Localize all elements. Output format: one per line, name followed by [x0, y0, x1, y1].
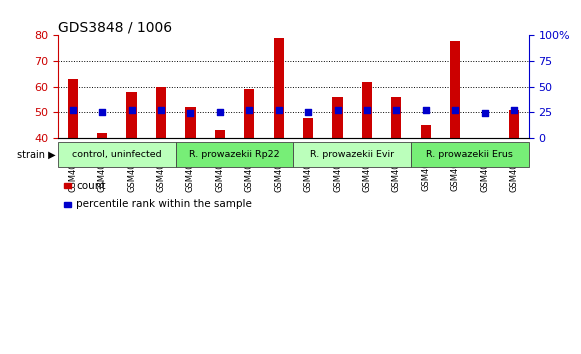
Bar — [244, 89, 254, 241]
Point — [480, 110, 489, 116]
Point — [274, 108, 284, 113]
Bar — [332, 97, 343, 241]
Bar — [64, 202, 71, 207]
Text: strain ▶: strain ▶ — [17, 149, 55, 159]
Point — [450, 108, 460, 113]
Text: control, uninfected: control, uninfected — [72, 150, 162, 159]
Point — [98, 110, 107, 115]
Bar — [274, 38, 284, 241]
Bar — [450, 40, 460, 241]
Point — [510, 108, 519, 113]
Bar — [362, 81, 372, 241]
Text: percentile rank within the sample: percentile rank within the sample — [76, 199, 252, 209]
Text: R. prowazekii Evir: R. prowazekii Evir — [310, 150, 394, 159]
Point — [245, 108, 254, 113]
Bar — [185, 107, 196, 241]
Point — [333, 108, 342, 113]
Point — [421, 108, 431, 113]
Bar — [391, 97, 401, 241]
Bar — [303, 118, 313, 241]
Point — [215, 110, 224, 115]
Bar — [64, 183, 71, 188]
Text: R. prowazekii Rp22: R. prowazekii Rp22 — [189, 150, 280, 159]
Bar — [411, 142, 529, 167]
Bar — [58, 142, 175, 167]
Bar — [479, 138, 490, 241]
Bar — [421, 125, 431, 241]
Bar — [293, 142, 411, 167]
Bar — [127, 92, 137, 241]
Text: count: count — [76, 181, 106, 191]
Bar — [175, 142, 293, 167]
Point — [363, 108, 372, 113]
Point — [303, 110, 313, 115]
Bar — [156, 87, 166, 241]
Point — [68, 108, 77, 113]
Point — [186, 110, 195, 116]
Text: R. prowazekii Erus: R. prowazekii Erus — [426, 150, 514, 159]
Bar — [215, 130, 225, 241]
Point — [392, 108, 401, 113]
Bar — [67, 79, 78, 241]
Point — [156, 108, 166, 113]
Bar — [97, 133, 107, 241]
Point — [127, 108, 137, 113]
Bar — [509, 110, 519, 241]
Text: GDS3848 / 1006: GDS3848 / 1006 — [58, 20, 172, 34]
